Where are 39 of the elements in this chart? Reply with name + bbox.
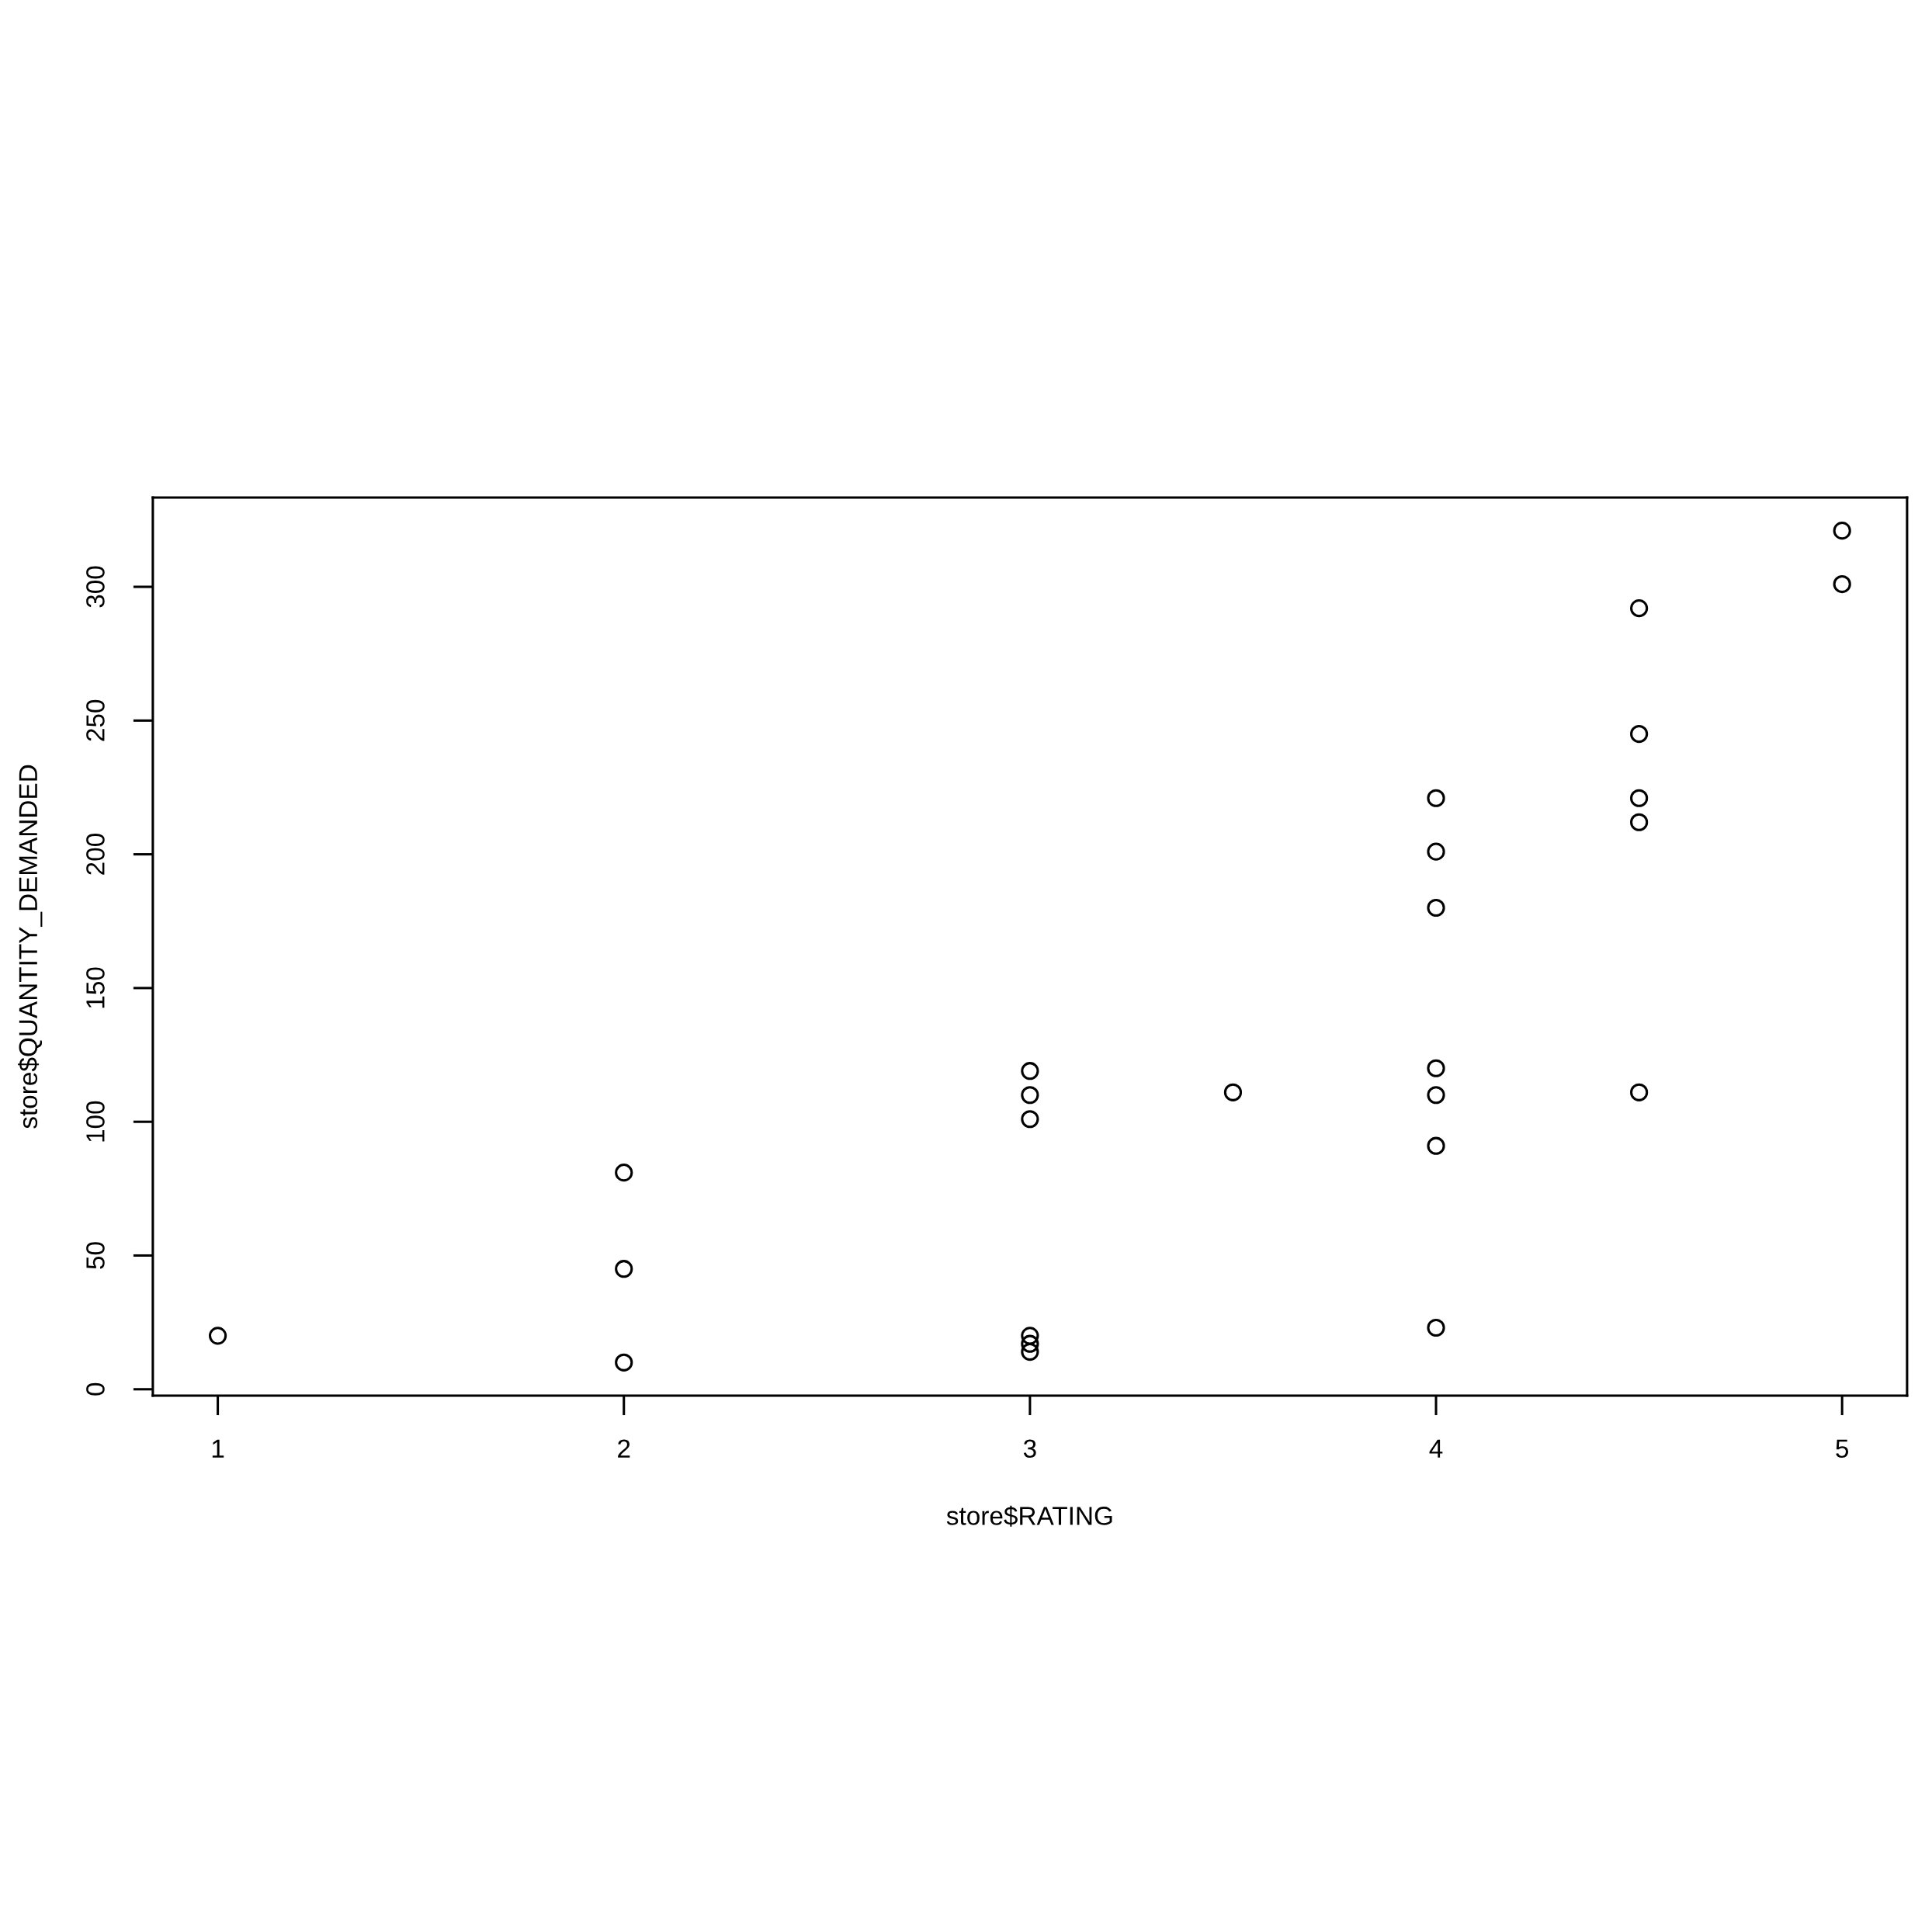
x-tick-label: 2 (618, 1439, 630, 1458)
point (1427, 898, 1445, 917)
point (1021, 1334, 1039, 1353)
point (615, 1260, 633, 1278)
point (208, 1327, 227, 1345)
x-tick-label: 1 (212, 1439, 224, 1458)
point (1630, 598, 1649, 618)
point (615, 1353, 633, 1372)
point (1833, 522, 1851, 540)
point (1021, 1327, 1039, 1345)
y-tick-label: 250 (86, 699, 105, 741)
y-tick-label: 0 (86, 1382, 105, 1396)
point (1427, 1136, 1445, 1155)
x-tick-label: 3 (1023, 1439, 1036, 1459)
y-tick-label: 200 (86, 834, 105, 875)
point (615, 1164, 633, 1182)
point (1021, 1110, 1039, 1129)
point (1833, 574, 1851, 594)
point (1427, 842, 1445, 861)
point (1630, 724, 1649, 744)
y-tick-label: 50 (86, 1242, 105, 1269)
y-axis-title: store$QUANTITY_DEMANDED (18, 765, 43, 1129)
point (1427, 789, 1445, 807)
y-tick-label: 300 (86, 566, 105, 608)
point (1427, 1086, 1445, 1105)
point (1223, 1083, 1243, 1101)
point (1630, 813, 1649, 831)
x-tick-label: 4 (1429, 1439, 1443, 1458)
y-tick-label: 150 (86, 967, 105, 1008)
point (1021, 1342, 1039, 1361)
point (1427, 1318, 1445, 1337)
point (1021, 1086, 1039, 1105)
x-axis-title: store$RATING (946, 1505, 1112, 1527)
point (1021, 1062, 1039, 1080)
x-tick-label: 5 (1836, 1439, 1849, 1459)
point (1427, 1059, 1445, 1077)
point (1630, 1083, 1649, 1101)
y-tick-label: 100 (86, 1101, 105, 1142)
point (1630, 789, 1649, 807)
